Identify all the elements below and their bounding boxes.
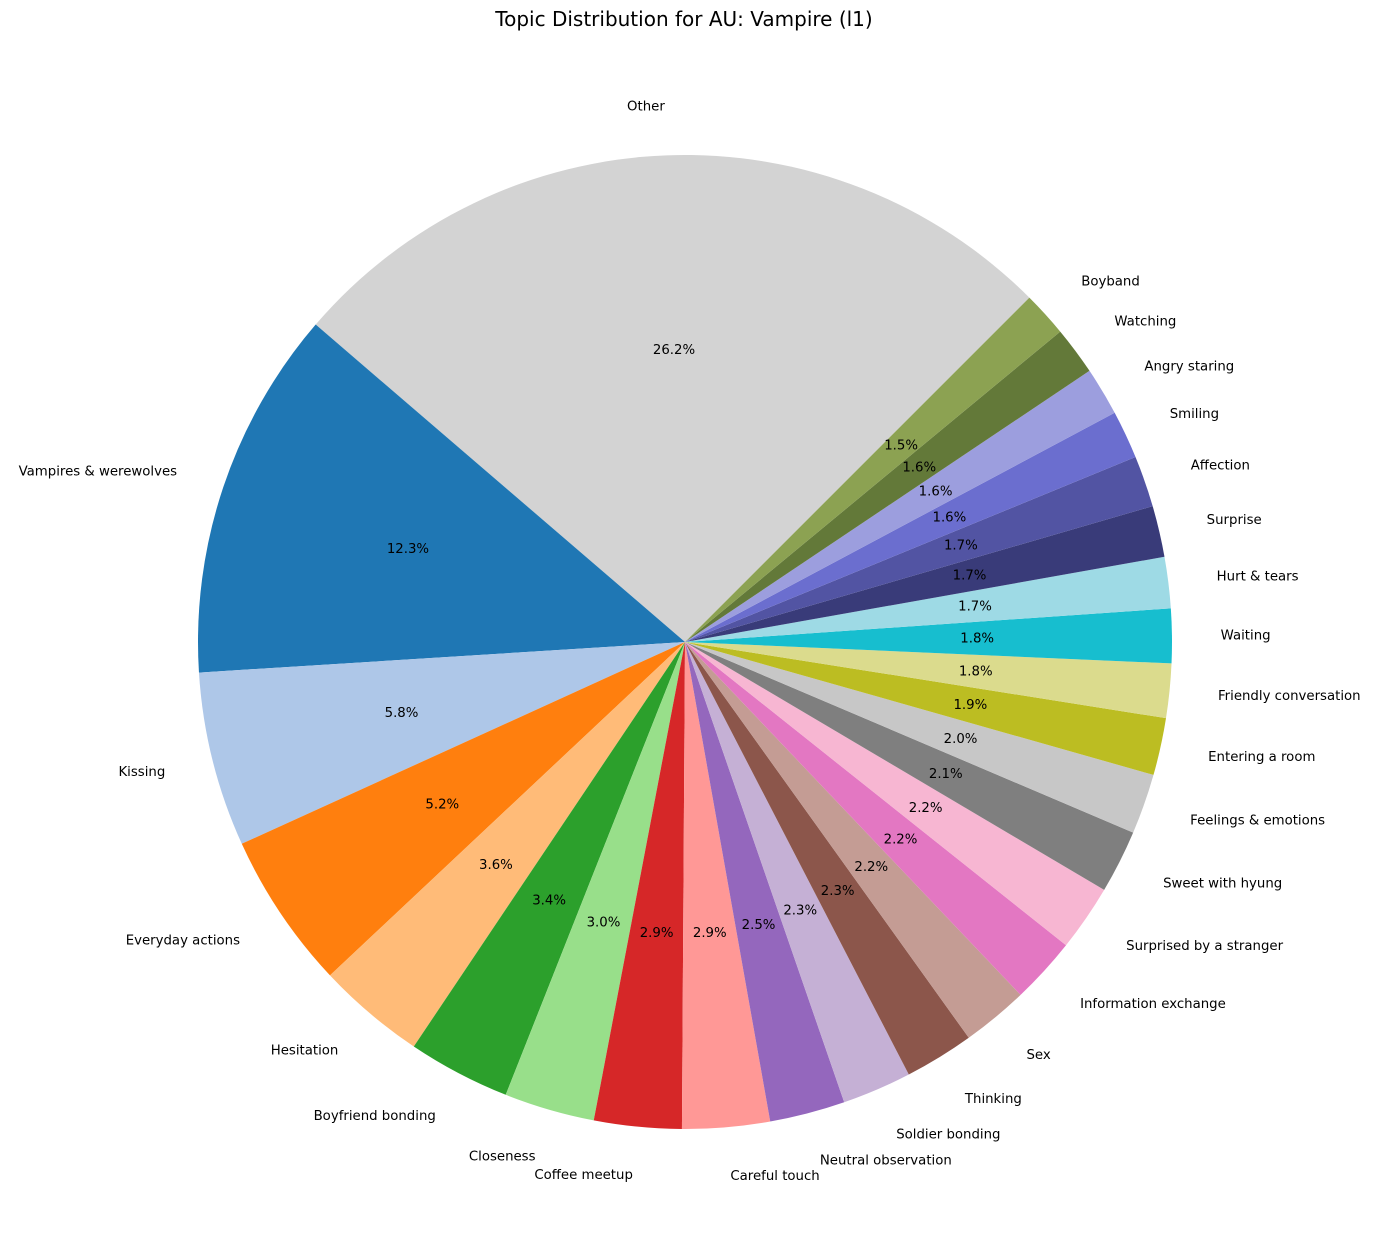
- pie-slice-neutral-observation: [685, 642, 845, 1122]
- pie-slice-surprised-by-a-stranger: [685, 642, 1105, 946]
- slice-percent-smiling: 1.6%: [932, 511, 966, 526]
- slice-percent-waiting: 1.8%: [960, 631, 994, 646]
- slice-label-affection: Affection: [1191, 458, 1250, 473]
- slice-label-boyband: Boyband: [1081, 274, 1140, 289]
- pie-slice-careful-touch: [681, 642, 771, 1129]
- slice-percent-friendly-conversation: 1.8%: [959, 664, 993, 679]
- slice-percent-angry-staring: 1.6%: [919, 485, 953, 500]
- pie-slice-everyday-actions: [241, 642, 686, 976]
- pie-slice-feelings-and-emotions: [685, 642, 1154, 833]
- pie-slice-hurt-and-tears: [685, 556, 1171, 642]
- slice-percent-sweet-with-hyung: 2.1%: [929, 767, 963, 782]
- slice-label-neutral-observation: Neutral observation: [820, 1153, 952, 1168]
- slice-percent-watching: 1.6%: [902, 460, 936, 475]
- slice-label-soldier-bonding: Soldier bonding: [896, 1127, 1000, 1142]
- pie-slice-watching: [685, 331, 1090, 642]
- slice-percent-entering-a-room: 1.9%: [953, 698, 987, 713]
- slice-percent-neutral-observation: 2.5%: [742, 918, 776, 933]
- slice-percent-affection: 1.7%: [944, 539, 978, 554]
- slice-label-entering-a-room: Entering a room: [1208, 750, 1315, 765]
- pie-slice-coffee-meetup: [593, 642, 685, 1129]
- slice-percent-feelings-and-emotions: 2.0%: [944, 732, 978, 747]
- slice-label-hurt-and-tears: Hurt & tears: [1217, 570, 1299, 585]
- pie-slices: [198, 155, 1173, 1129]
- slice-label-feelings-and-emotions: Feelings & emotions: [1190, 813, 1325, 828]
- slice-label-watching: Watching: [1114, 315, 1176, 330]
- pie-slice-surprise: [685, 506, 1165, 642]
- pie-slice-thinking: [685, 642, 969, 1075]
- slice-label-coffee-meetup: Coffee meetup: [534, 1168, 633, 1183]
- pie-slice-waiting: [685, 608, 1173, 664]
- pie-slice-closeness: [505, 642, 685, 1121]
- slice-percent-boyband: 1.5%: [884, 438, 918, 453]
- pie-slice-friendly-conversation: [685, 642, 1172, 719]
- chart-title: Topic Distribution for AU: Vampire (l1): [494, 7, 872, 31]
- slice-label-surprised-by-a-stranger: Surprised by a stranger: [1126, 939, 1283, 954]
- pie-slice-other: [315, 155, 1030, 643]
- pie-slice-soldier-bonding: [685, 642, 909, 1103]
- slice-label-everyday-actions: Everyday actions: [126, 933, 240, 948]
- slice-percent-boyfriend-bonding: 3.4%: [532, 894, 566, 909]
- slice-percent-surprise: 1.7%: [953, 569, 987, 584]
- slice-label-careful-touch: Careful touch: [730, 1169, 819, 1184]
- slice-label-hesitation: Hesitation: [271, 1043, 339, 1058]
- pie-slice-angry-staring: [685, 370, 1115, 642]
- pie-slice-hesitation: [329, 642, 685, 1047]
- slice-label-closeness: Closeness: [469, 1149, 536, 1164]
- slice-label-thinking: Thinking: [964, 1092, 1022, 1107]
- slice-percent-closeness: 3.0%: [587, 916, 621, 931]
- slice-percent-other: 26.2%: [653, 343, 695, 358]
- slice-label-information-exchange: Information exchange: [1080, 997, 1226, 1012]
- pie-slice-boyband: [685, 297, 1061, 642]
- pie-labels: Other 26.2% Vampires & werewolves 12.3% Kiss…: [19, 100, 1361, 1184]
- slice-percent-careful-touch: 2.9%: [693, 926, 727, 941]
- slice-label-friendly-conversation: Friendly conversation: [1218, 689, 1361, 704]
- pie-slice-vampires-and-werewolves: [198, 324, 686, 673]
- slice-percent-kissing: 5.8%: [385, 706, 419, 721]
- slice-percent-thinking: 2.3%: [821, 884, 855, 899]
- slice-label-smiling: Smiling: [1170, 407, 1219, 422]
- pie-slice-sweet-with-hyung: [685, 642, 1134, 890]
- slice-label-vampires-and-werewolves: Vampires & werewolves: [19, 465, 178, 480]
- slice-percent-coffee-meetup: 2.9%: [640, 926, 674, 941]
- slice-percent-hurt-and-tears: 1.7%: [958, 599, 992, 614]
- pie-slice-entering-a-room: [685, 642, 1167, 775]
- slice-label-angry-staring: Angry staring: [1144, 359, 1234, 374]
- slice-percent-everyday-actions: 5.2%: [425, 798, 459, 813]
- slice-percent-soldier-bonding: 2.3%: [783, 904, 817, 919]
- pie-slice-smiling: [685, 412, 1136, 642]
- slice-label-waiting: Waiting: [1221, 628, 1271, 643]
- slice-label-sweet-with-hyung: Sweet with hyung: [1163, 877, 1282, 892]
- slice-percent-hesitation: 3.6%: [479, 858, 513, 873]
- slice-percent-surprised-by-a-stranger: 2.2%: [909, 801, 943, 816]
- pie-slice-affection: [685, 457, 1153, 642]
- slice-label-surprise: Surprise: [1207, 513, 1262, 528]
- pie-slice-sex: [685, 642, 1021, 1038]
- pie-slice-kissing: [198, 642, 685, 844]
- slice-percent-information-exchange: 2.2%: [884, 832, 918, 847]
- slice-percent-vampires-and-werewolves: 12.3%: [387, 542, 429, 557]
- slice-label-sex: Sex: [1026, 1048, 1050, 1063]
- slice-percent-sex: 2.2%: [854, 860, 888, 875]
- slice-label-other: Other: [627, 100, 665, 115]
- pie-slice-boyfriend-bonding: [413, 642, 685, 1095]
- pie-slice-information-exchange: [685, 642, 1067, 995]
- slice-label-boyfriend-bonding: Boyfriend bonding: [314, 1109, 436, 1124]
- slice-label-kissing: Kissing: [118, 765, 165, 780]
